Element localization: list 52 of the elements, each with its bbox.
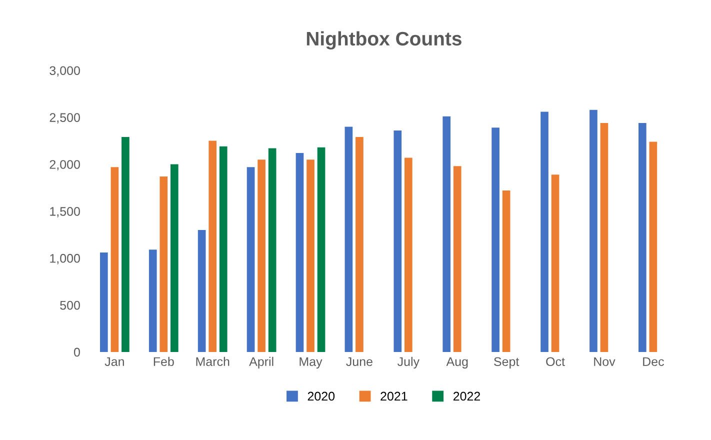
bar [170,164,178,352]
bar [268,148,276,352]
bar [198,230,206,352]
legend-label: 2021 [380,392,408,401]
chart-title: Nightbox Counts [306,31,462,50]
bar [394,130,402,352]
y-tick-label: 3,000 [50,66,80,77]
bar [590,110,598,352]
bar [208,140,217,352]
bar [110,167,119,352]
bar [356,137,364,352]
bar [258,160,266,352]
bar [649,142,658,352]
x-tick-label: April [249,356,274,369]
y-tick-label: 500 [60,300,80,310]
y-tick-label: 0 [74,348,80,357]
x-tick-label: June [346,357,372,366]
x-tick-label: Aug [446,357,468,369]
x-tick-label: Oct [546,357,565,366]
x-tick-label: May [300,357,322,369]
bar [122,137,130,352]
legend-label: 2020 [308,392,335,401]
bar [246,167,255,352]
x-tick-label: July [398,356,420,369]
bar [160,176,168,352]
y-tick-label: 1,000 [50,254,80,264]
bar [502,190,510,352]
bar [100,252,108,352]
bar [344,126,353,352]
bar [540,112,548,352]
bar [551,174,560,352]
bar [600,122,608,352]
x-tick-label: Sept [494,357,520,369]
bar [148,250,157,352]
y-tick-label: 1,500 [50,207,80,218]
bar [492,128,500,352]
bar [453,166,462,352]
bar [296,153,304,352]
y-tick-label: 2,000 [50,160,80,170]
x-tick-label: Dec [643,357,664,366]
bar [404,158,412,352]
x-tick-label: March [196,356,230,366]
x-tick-label: Nov [594,357,616,366]
x-tick-label: Jan [104,357,124,366]
bar [219,146,228,352]
legend-label: 2022 [453,392,480,401]
x-tick-label: Feb [154,356,174,366]
bar [317,147,326,352]
bar [638,122,646,352]
bar [442,116,451,352]
y-tick-label: 2,500 [50,113,80,124]
bar [306,160,314,352]
